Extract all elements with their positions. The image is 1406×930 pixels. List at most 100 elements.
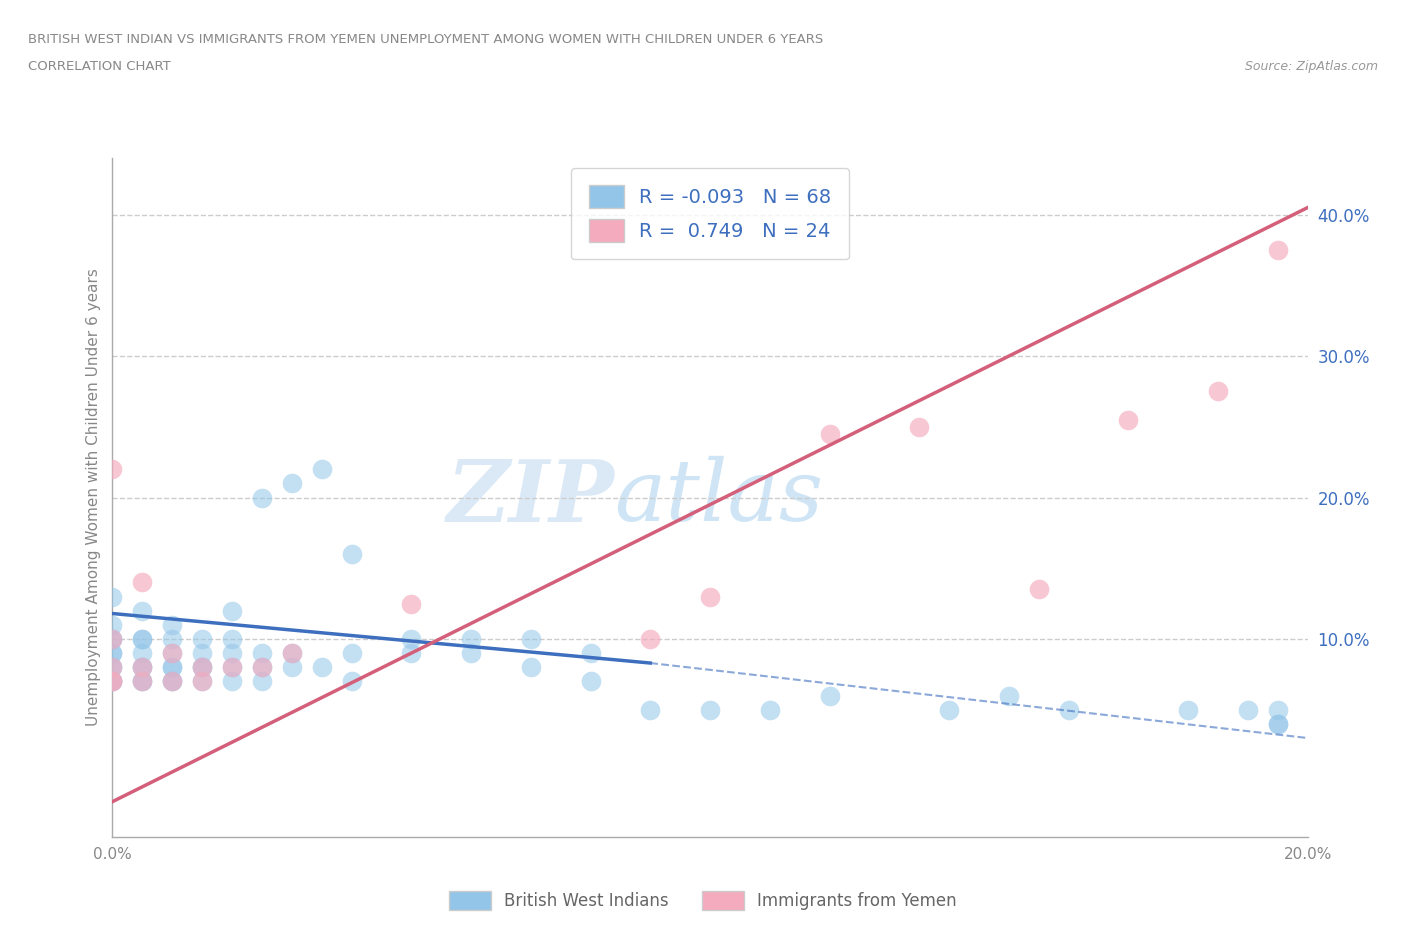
Point	[638, 631, 662, 646]
Point	[101, 674, 124, 689]
Point	[908, 419, 931, 434]
Point	[699, 589, 721, 604]
Point	[460, 631, 482, 646]
Point	[162, 631, 183, 646]
Point	[938, 702, 960, 717]
Point	[1267, 702, 1289, 717]
Point	[131, 660, 153, 675]
Point	[131, 631, 153, 646]
Point	[638, 702, 662, 717]
Point	[818, 427, 841, 442]
Point	[131, 575, 153, 590]
Text: ZIP: ZIP	[447, 456, 614, 539]
Point	[191, 674, 214, 689]
Point	[401, 596, 423, 611]
Point	[1267, 716, 1289, 731]
Point	[1267, 243, 1289, 258]
Point	[281, 660, 304, 675]
Point	[131, 674, 153, 689]
Point	[101, 462, 124, 477]
Point	[162, 674, 183, 689]
Point	[101, 674, 124, 689]
Point	[250, 490, 273, 505]
Legend: British West Indians, Immigrants from Yemen: British West Indians, Immigrants from Ye…	[443, 884, 963, 917]
Point	[998, 688, 1021, 703]
Point	[101, 631, 124, 646]
Point	[250, 660, 273, 675]
Point	[191, 660, 214, 675]
Point	[250, 674, 273, 689]
Point	[131, 631, 153, 646]
Text: BRITISH WEST INDIAN VS IMMIGRANTS FROM YEMEN UNEMPLOYMENT AMONG WOMEN WITH CHILD: BRITISH WEST INDIAN VS IMMIGRANTS FROM Y…	[28, 33, 824, 46]
Text: CORRELATION CHART: CORRELATION CHART	[28, 60, 172, 73]
Point	[101, 589, 124, 604]
Point	[340, 645, 363, 660]
Y-axis label: Unemployment Among Women with Children Under 6 years: Unemployment Among Women with Children U…	[86, 269, 101, 726]
Point	[1177, 702, 1199, 717]
Point	[191, 660, 214, 675]
Point	[131, 660, 153, 675]
Point	[101, 631, 124, 646]
Point	[281, 476, 304, 491]
Point	[101, 631, 124, 646]
Point	[311, 462, 333, 477]
Legend: R = -0.093   N = 68, R =  0.749   N = 24: R = -0.093 N = 68, R = 0.749 N = 24	[571, 167, 849, 259]
Point	[162, 660, 183, 675]
Point	[281, 645, 304, 660]
Point	[162, 645, 183, 660]
Point	[162, 674, 183, 689]
Point	[101, 645, 124, 660]
Point	[520, 631, 543, 646]
Point	[250, 660, 273, 675]
Point	[401, 631, 423, 646]
Point	[162, 674, 183, 689]
Point	[101, 660, 124, 675]
Point	[131, 645, 153, 660]
Point	[1028, 582, 1050, 597]
Point	[311, 660, 333, 675]
Point	[221, 674, 243, 689]
Point	[131, 660, 153, 675]
Point	[101, 660, 124, 675]
Point	[340, 547, 363, 562]
Point	[579, 674, 602, 689]
Point	[520, 660, 543, 675]
Point	[818, 688, 841, 703]
Point	[221, 645, 243, 660]
Point	[401, 645, 423, 660]
Point	[1206, 384, 1229, 399]
Text: Source: ZipAtlas.com: Source: ZipAtlas.com	[1244, 60, 1378, 73]
Point	[101, 674, 124, 689]
Point	[191, 631, 214, 646]
Point	[131, 674, 153, 689]
Point	[221, 631, 243, 646]
Point	[101, 674, 124, 689]
Point	[162, 660, 183, 675]
Point	[460, 645, 482, 660]
Point	[340, 674, 363, 689]
Point	[131, 674, 153, 689]
Point	[579, 645, 602, 660]
Point	[759, 702, 782, 717]
Text: atlas: atlas	[614, 457, 824, 538]
Point	[131, 604, 153, 618]
Point	[250, 645, 273, 660]
Point	[1267, 716, 1289, 731]
Point	[221, 604, 243, 618]
Point	[1057, 702, 1080, 717]
Point	[281, 645, 304, 660]
Point	[162, 618, 183, 632]
Point	[221, 660, 243, 675]
Point	[101, 645, 124, 660]
Point	[191, 660, 214, 675]
Point	[699, 702, 721, 717]
Point	[162, 645, 183, 660]
Point	[191, 645, 214, 660]
Point	[1237, 702, 1260, 717]
Point	[221, 660, 243, 675]
Point	[101, 674, 124, 689]
Point	[191, 674, 214, 689]
Point	[101, 618, 124, 632]
Point	[1118, 412, 1140, 427]
Point	[101, 660, 124, 675]
